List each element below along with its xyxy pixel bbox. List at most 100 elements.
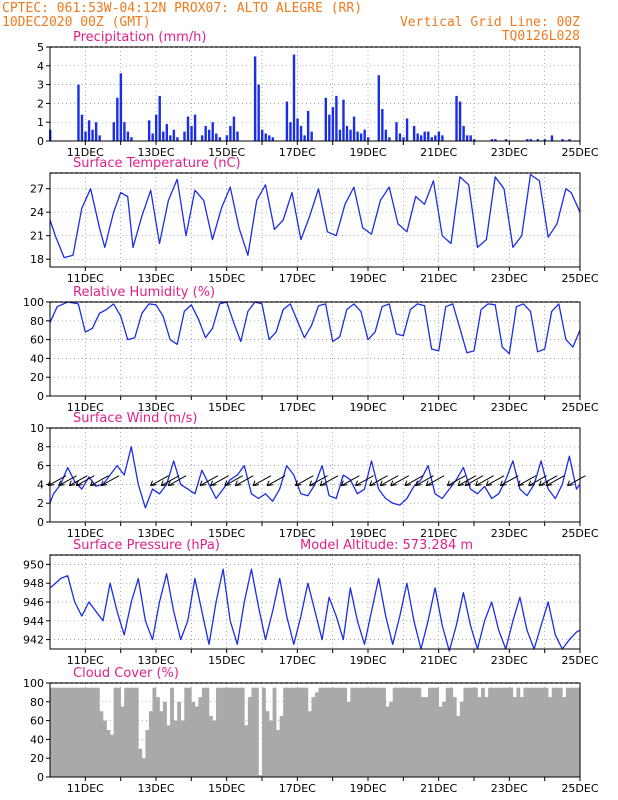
cloud-bar [311,697,316,777]
cloud-bar [346,701,351,777]
wind-arrow-shaft [58,475,77,487]
precip-bar [384,129,388,141]
cloud-bar [293,687,298,777]
cloud-bar [505,687,510,777]
x-tick-label: 13DEC [137,401,174,414]
wind-arrow-head [75,480,83,487]
x-tick-label: 17DEC [279,401,316,414]
cloud-bar [290,687,295,777]
cloud-bar [399,687,404,777]
cloud-bar [279,715,284,777]
pressure-panel: 942 944 946 948 950 11DEC 13DEC 15DEC 17DEC 19DEC… [23,538,599,667]
cloud-bar [240,687,245,777]
wind-arrow-head [379,480,387,487]
cloud-bar [562,697,567,777]
precip-bar [193,114,197,141]
precip-bar [328,114,331,141]
x-tick-label: 13DEC [137,146,174,159]
wind-arrow-head [485,480,493,487]
precip-bar [568,139,571,141]
cloud-bar [152,687,157,777]
wind-arrow-shaft [150,475,169,487]
wind-title: Surface Wind (m/s) [73,411,197,426]
cloud-bar [251,687,256,777]
y-tick-label: 6 [37,460,44,473]
cloud-bar [307,711,312,777]
cloud-bar [343,687,348,777]
cloud-bar [166,725,171,777]
cloud-bar [106,730,111,777]
cloud-bar [145,730,150,777]
cloud-bar [353,687,358,777]
cloud-bar [226,687,231,777]
wind-arrow-shaft [415,475,434,487]
cloud-bar [371,687,376,777]
cloud-bar [159,711,164,777]
cloud-bar [103,720,107,777]
wind-arrow-head [224,480,231,487]
wind-arrow-head [499,480,507,487]
precip-bar [176,137,179,141]
cloud-bar [357,687,362,777]
cloud-bar [81,687,86,777]
wind-arrow-head [567,480,574,487]
wind-arrow-shaft [546,475,565,487]
wind-arrow-shaft [425,475,445,487]
wind-arrow-shaft [210,475,229,487]
cloud-bar [431,687,436,777]
cloud-bar [378,687,383,777]
precip-bar [91,129,94,141]
y-tick-label: 100 [23,296,44,309]
precip-bar [324,97,327,141]
cloud-bar [530,687,535,777]
cloud-bar [209,715,213,777]
cloud-bar [124,687,129,777]
x-tick-label: 15DEC [208,146,245,159]
cloud-bar [558,687,563,777]
wind-arrow-head [309,480,316,487]
cloud-bar [527,687,531,777]
x-tick-label: 25DEC [561,401,598,414]
wind-arrow-head [266,480,274,487]
precip-bar [367,137,370,141]
plot-frame [49,427,581,523]
precip-bar [84,131,87,141]
precip-bar [77,84,80,141]
y-tick-label: 18 [30,253,44,266]
precip-bar [550,135,554,141]
model-altitude-label: Model Altitude: 573.284 m [300,538,473,553]
cloud-bar [110,734,114,777]
grid-line-note: Vertical Grid Line: 00Z [400,15,580,30]
cloud-bar [551,687,556,777]
precipitation-title: Precipitation (mm/h) [73,30,206,45]
precip-bar [412,125,416,141]
precip-bar [158,95,161,141]
wind-arrow-shaft [475,475,494,487]
x-tick-label: 23DEC [491,782,528,795]
cloud-bar [421,697,425,777]
x-tick-label: 25DEC [561,272,598,285]
cloud-bar [410,687,415,777]
cloud-bar [95,687,100,777]
cloud-bar [565,687,570,777]
x-tick-label: 11DEC [67,782,104,795]
cloud-bar [177,701,182,777]
y-tick-label: 944 [23,615,44,628]
x-tick-label: 11DEC [67,272,104,285]
cloud-bar [74,687,79,777]
cloud-bar [498,687,503,777]
y-tick-label: 3 [37,79,44,92]
wind-arrow-shaft [485,475,505,487]
precip-bar [264,133,267,141]
cloud-bar [254,687,259,777]
precip-bar [335,95,338,141]
cloud-bar [364,687,369,777]
precip-bar [268,135,271,141]
cloud-bar [541,687,545,777]
cloud-bar [300,687,305,777]
wind-arrow-shaft [319,475,339,487]
x-tick-label: 19DEC [349,401,386,414]
wind-arrow-shaft [355,475,374,487]
precip-bar [430,137,433,141]
cloud-bar [555,687,560,777]
